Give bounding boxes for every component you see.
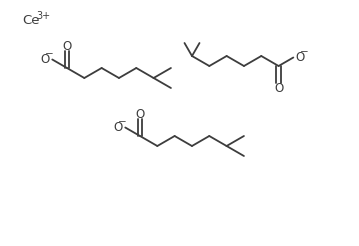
Text: −: − [45, 49, 53, 60]
Text: O: O [296, 51, 305, 64]
Text: O: O [41, 53, 50, 66]
Text: Ce: Ce [22, 14, 39, 27]
Text: O: O [135, 108, 145, 121]
Text: O: O [274, 81, 283, 94]
Text: −: − [118, 118, 127, 127]
Text: O: O [62, 40, 72, 52]
Text: O: O [114, 121, 123, 134]
Text: 3+: 3+ [36, 11, 50, 21]
Text: −: − [300, 47, 309, 58]
